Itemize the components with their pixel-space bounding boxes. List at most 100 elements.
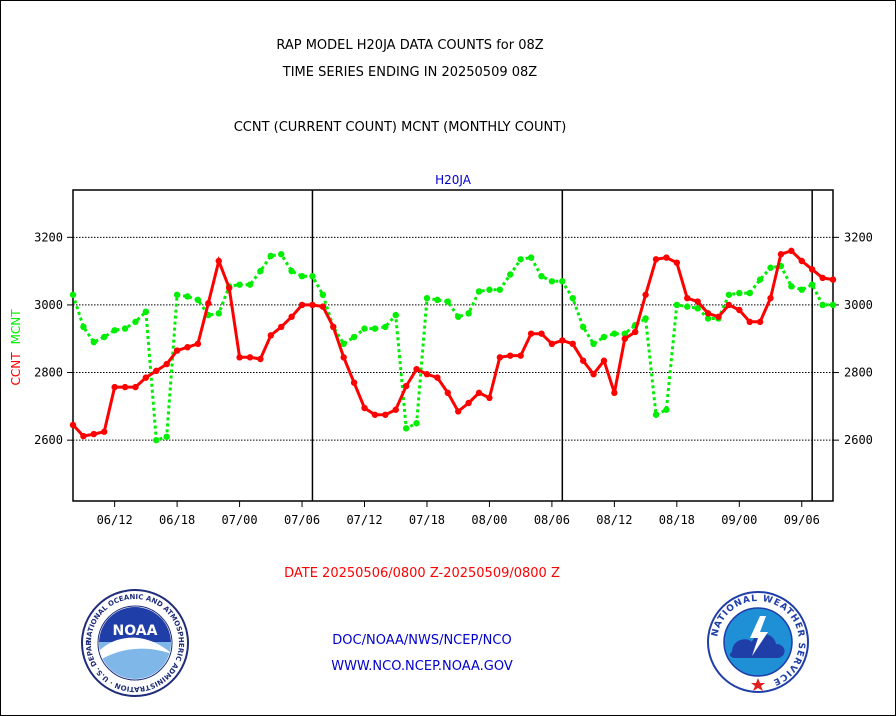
x-tick-label: 06/18 [159, 513, 195, 527]
data-point-ccnt [444, 389, 451, 397]
data-point-mcnt [194, 296, 202, 304]
data-point-mcnt [434, 296, 441, 304]
data-point-mcnt [704, 315, 712, 322]
data-point-ccnt [142, 374, 150, 381]
data-point-ccnt [225, 284, 233, 292]
data-point-ccnt [330, 323, 337, 331]
data-point-mcnt [507, 271, 514, 278]
data-point-ccnt [704, 310, 712, 317]
data-point-ccnt [215, 257, 222, 265]
data-point-ccnt [434, 374, 441, 381]
data-point-mcnt [319, 291, 327, 298]
data-point-mcnt [579, 323, 587, 331]
data-point-ccnt [777, 251, 785, 258]
data-point-ccnt [413, 365, 420, 373]
data-point-ccnt [173, 347, 181, 354]
data-point-mcnt [371, 325, 379, 332]
data-point-mcnt [621, 330, 628, 337]
data-point-mcnt [496, 286, 504, 293]
org-label: DOC/NOAA/NWS/NCEP/NCO [332, 633, 512, 648]
data-point-mcnt [392, 311, 399, 319]
data-point-ccnt [673, 259, 681, 266]
data-point-ccnt [756, 318, 764, 326]
data-point-ccnt [382, 411, 389, 418]
data-point-ccnt [496, 354, 504, 361]
y-tick-label-right: 3000 [844, 298, 873, 312]
data-point-mcnt [423, 294, 431, 302]
data-point-ccnt [694, 298, 701, 305]
x-tick-label: 09/06 [784, 513, 820, 527]
data-point-mcnt [350, 333, 358, 341]
data-point-ccnt [319, 303, 327, 310]
y-tick-label-left: 3200 [34, 230, 63, 244]
data-point-ccnt [788, 247, 795, 255]
data-point-mcnt [402, 425, 410, 432]
data-point-ccnt [631, 328, 639, 336]
data-point-ccnt [465, 399, 472, 407]
plot-title: H20JA [435, 173, 472, 187]
data-point-mcnt [527, 254, 535, 261]
data-point-ccnt [507, 352, 514, 359]
data-point-ccnt [361, 404, 368, 412]
data-point-mcnt [184, 293, 191, 300]
data-point-ccnt [309, 301, 316, 309]
data-point-mcnt [382, 323, 389, 331]
data-point-mcnt [642, 315, 649, 322]
data-point-ccnt [736, 306, 743, 314]
data-point-ccnt [423, 371, 431, 378]
y-tick-label-left: 3000 [34, 298, 63, 312]
data-point-ccnt [236, 354, 243, 361]
data-point-mcnt [559, 278, 566, 285]
data-point-ccnt [569, 340, 576, 348]
data-point-ccnt [80, 432, 87, 440]
data-point-mcnt [246, 281, 254, 288]
data-point-mcnt [486, 286, 493, 293]
data-point-mcnt [475, 288, 483, 295]
data-point-ccnt [101, 428, 108, 435]
data-point-ccnt [132, 383, 139, 391]
x-tick-label: 08/12 [596, 513, 632, 527]
data-point-ccnt [298, 301, 306, 309]
x-tick-label: 07/06 [284, 513, 320, 527]
data-point-ccnt [350, 379, 358, 386]
data-point-mcnt [725, 291, 733, 298]
x-tick-label: 07/12 [346, 513, 382, 527]
data-point-mcnt [101, 333, 108, 341]
data-point-ccnt [829, 276, 837, 283]
data-point-ccnt [475, 389, 483, 397]
data-point-ccnt [486, 394, 493, 402]
data-point-mcnt [736, 289, 743, 297]
data-point-mcnt [663, 406, 670, 413]
data-point-ccnt [278, 323, 285, 331]
data-point-mcnt [121, 325, 129, 332]
data-point-ccnt [455, 408, 462, 415]
noaa-logo: NATIONAL OCEANIC AND ATMOSPHERIC ADMINIS… [80, 588, 189, 697]
data-point-ccnt [153, 367, 160, 375]
data-point-ccnt [257, 355, 264, 363]
data-point-mcnt [600, 333, 608, 341]
data-point-mcnt [236, 281, 243, 288]
website-label: WWW.NCO.NCEP.NOAA.GOV [331, 659, 513, 674]
data-point-ccnt [205, 300, 212, 307]
data-point-ccnt [121, 383, 129, 391]
data-point-ccnt [340, 354, 347, 361]
data-point-ccnt [715, 313, 722, 320]
data-point-mcnt [111, 327, 118, 334]
x-tick-label: 08/00 [471, 513, 507, 527]
data-point-mcnt [267, 252, 275, 260]
data-point-ccnt [590, 371, 597, 378]
data-point-ccnt [392, 406, 399, 413]
data-point-mcnt [590, 340, 597, 348]
data-point-mcnt [829, 301, 837, 309]
data-point-mcnt [569, 294, 576, 302]
data-point-mcnt [455, 313, 462, 320]
y-tick-label-left: 2800 [34, 366, 63, 380]
x-tick-label: 07/18 [409, 513, 445, 527]
data-point-mcnt [90, 338, 98, 346]
data-point-ccnt [725, 301, 733, 309]
data-point-ccnt [621, 335, 628, 342]
data-point-mcnt [278, 251, 285, 258]
noaa-logo-text: NOAA [113, 623, 158, 639]
data-point-ccnt [371, 411, 379, 418]
y-axis-label: CCNT MCNT [9, 309, 23, 386]
